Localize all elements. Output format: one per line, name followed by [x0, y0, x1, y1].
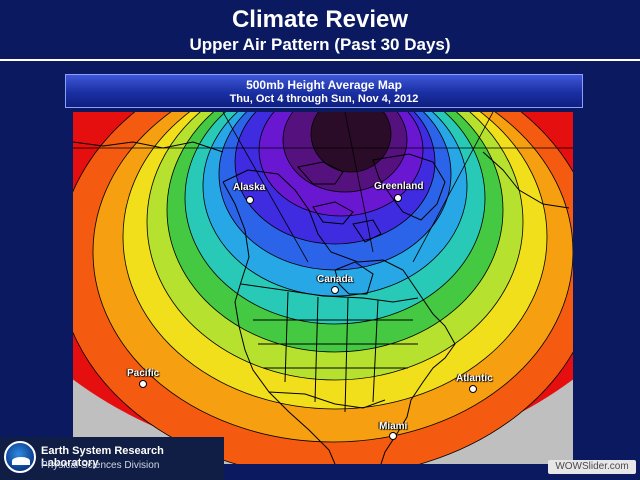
- seal-bird-shape: [12, 457, 30, 465]
- map-title: 500mb Height Average Map: [246, 78, 402, 92]
- map-period: Thu, Oct 4 through Sun, Nov 4, 2012: [229, 93, 419, 105]
- location-dot-pacific: [139, 380, 147, 388]
- slide-subtitle: Upper Air Pattern (Past 30 Days): [189, 35, 451, 54]
- map-label-pacific: Pacific: [127, 368, 160, 379]
- noaa-seal-icon: [4, 441, 36, 473]
- height-contours: [73, 112, 573, 464]
- height-map-svg: [73, 112, 573, 464]
- north-america-outline: [222, 169, 456, 464]
- map-banner: 500mb Height Average Map Thu, Oct 4 thro…: [65, 74, 583, 108]
- location-dot-alaska: [246, 196, 254, 204]
- asia-coast: [73, 141, 224, 153]
- graticule-lines: [73, 112, 573, 263]
- location-dot-canada: [331, 286, 339, 294]
- lab-name: Earth System Research Laboratory: [41, 445, 164, 469]
- division-name: Physical Sciences Division: [41, 460, 160, 471]
- slide-title: Climate Review: [231, 6, 409, 33]
- map-label-atlantic: Atlantic: [456, 373, 493, 384]
- location-dot-atlantic: [469, 385, 477, 393]
- map-label-greenland: Greenland: [374, 181, 424, 192]
- location-dot-miami: [389, 432, 397, 440]
- canada-us-border: [240, 283, 419, 303]
- map-label-alaska: Alaska: [233, 182, 266, 193]
- meridian-line: [344, 112, 374, 253]
- slider-watermark[interactable]: WOWSlider.com: [548, 460, 636, 474]
- mexico-border: [268, 391, 386, 409]
- greenland-outline: [372, 153, 446, 221]
- hudson-bay: [334, 261, 374, 295]
- map-label-canada: Canada: [317, 274, 354, 285]
- meridian-line: [412, 112, 494, 263]
- title-divider: [0, 59, 640, 61]
- country-borders: [73, 141, 570, 464]
- map-label-miami: Miami: [379, 421, 408, 432]
- arctic-islands: [297, 161, 382, 243]
- esrl-branding: Earth System Research Laboratory Physica…: [0, 437, 224, 480]
- west-coast-outline: [222, 181, 336, 464]
- meridian-line: [222, 112, 309, 263]
- us-state-lines: [253, 291, 418, 413]
- height-map: Alaska Greenland Canada Pacific Atlantic…: [73, 112, 573, 464]
- europe-coast: [482, 151, 570, 209]
- location-dot-greenland: [394, 194, 402, 202]
